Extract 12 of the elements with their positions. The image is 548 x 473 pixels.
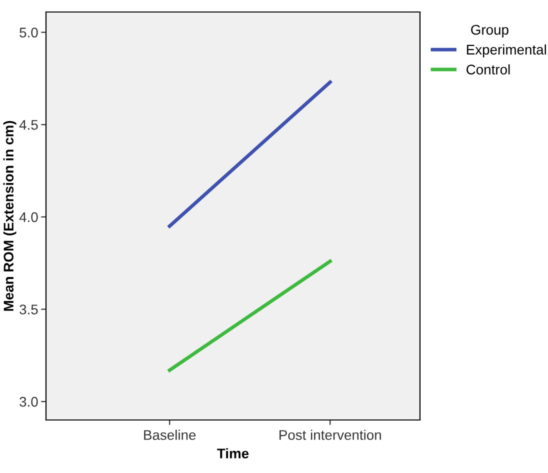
x-tick-label: Baseline <box>144 430 196 440</box>
legend-label: Control <box>466 64 510 74</box>
legend-title: Group <box>471 24 508 38</box>
y-tick-label: 4.0 <box>19 212 38 222</box>
y-tick-label: 3.0 <box>20 396 38 407</box>
y-tick-label: 3.5 <box>20 304 38 314</box>
legend-label: Experimental <box>466 44 546 58</box>
x-axis-title: Time <box>217 448 249 458</box>
y-tick-label: 4.5 <box>19 120 38 130</box>
x-tick-label: Post intervention <box>280 430 381 440</box>
y-tick-label: 5.0 <box>20 28 38 38</box>
y-axis-title: Mean ROM (Extension in cm) <box>3 120 16 311</box>
